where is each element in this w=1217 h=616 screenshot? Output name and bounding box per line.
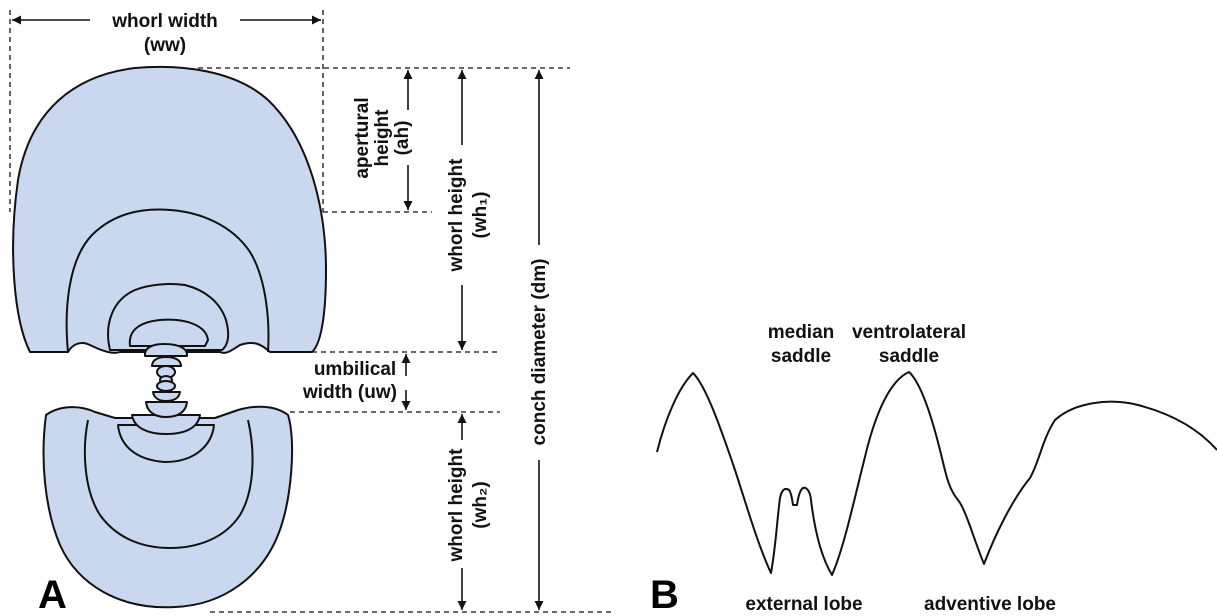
- ah-label-line3: (ah): [392, 121, 413, 156]
- upper-second-whorl: [65, 208, 270, 353]
- panel-a-labels: whorl width (ww) apertural height (ah) w…: [38, 11, 550, 616]
- uw-label-line2: width (uw): [302, 382, 397, 403]
- panel-a-letter: A: [38, 573, 67, 616]
- suture-line: [656, 371, 1217, 576]
- median-saddle-line2: saddle: [771, 346, 831, 367]
- ww-label-line2: (ww): [144, 35, 186, 56]
- upper-inner-whorl-2: [143, 343, 189, 357]
- umbilical-column-3: [156, 380, 176, 392]
- median-saddle-line1: median: [768, 322, 835, 343]
- wh2-label-line2: (wh₂): [470, 481, 491, 528]
- wh1-label-line1: whorl height: [446, 158, 467, 273]
- ah-label-line2: height: [372, 109, 393, 167]
- dimension-arrows: [12, 15, 544, 610]
- lower-inner-whorl-2: [145, 401, 188, 418]
- wh2-label-line1: whorl height: [446, 448, 467, 563]
- ww-label-line1: whorl width: [111, 11, 218, 32]
- panel-b-letter: B: [650, 573, 679, 616]
- ventrolateral-saddle-line2: saddle: [879, 346, 939, 367]
- external-lobe-label: external lobe: [745, 594, 862, 615]
- lower-inner-whorl-3: [152, 391, 181, 402]
- wh1-label-line2: (wh₁): [470, 192, 491, 239]
- upper-inner-whorl-1: [128, 318, 209, 347]
- upper-inner-whorl-3: [151, 356, 182, 367]
- conch-cross-section: [12, 65, 327, 609]
- dashed-guides: [9, 10, 615, 613]
- dm-label: conch diameter (dm): [529, 259, 550, 446]
- lower-inner-whorl-1: [131, 414, 201, 435]
- lower-second-whorl: [83, 419, 254, 549]
- panel-b-labels: median saddle ventrolateral saddle exter…: [650, 322, 1056, 616]
- ventrolateral-saddle-line1: ventrolateral: [852, 322, 966, 343]
- ah-label-line1: apertural: [352, 97, 373, 178]
- adventive-lobe-label: adventive lobe: [924, 594, 1056, 615]
- lower-third-whorl: [117, 424, 215, 463]
- uw-label-line1: umbilical: [314, 359, 396, 380]
- lower-outer-whorl: [42, 405, 294, 609]
